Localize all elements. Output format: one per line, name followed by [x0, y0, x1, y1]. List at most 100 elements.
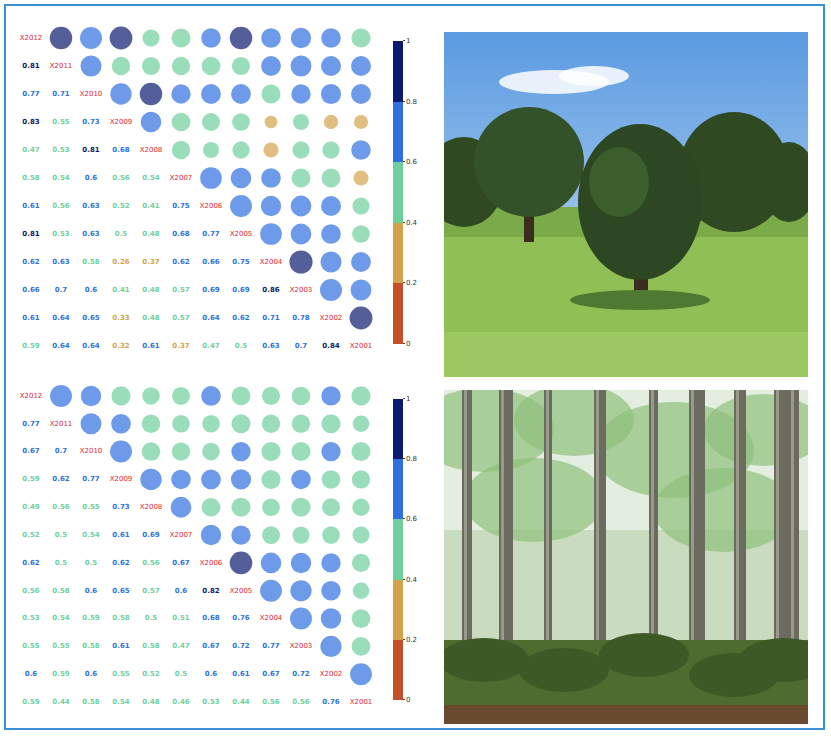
svg-text:X2008: X2008 — [140, 146, 163, 154]
svg-text:0.48: 0.48 — [142, 230, 159, 238]
svg-text:0.75: 0.75 — [232, 258, 249, 266]
svg-text:0.52: 0.52 — [142, 670, 159, 678]
svg-text:X2005: X2005 — [230, 587, 253, 595]
svg-text:X2012: X2012 — [20, 392, 43, 400]
svg-text:0.53: 0.53 — [52, 146, 69, 154]
svg-text:0.59: 0.59 — [22, 698, 39, 706]
svg-text:0.78: 0.78 — [292, 314, 309, 322]
svg-text:0.6: 0.6 — [85, 670, 98, 678]
svg-text:0.52: 0.52 — [112, 202, 129, 210]
svg-text:0.69: 0.69 — [232, 286, 249, 294]
svg-text:0.61: 0.61 — [232, 670, 249, 678]
svg-text:0.26: 0.26 — [112, 258, 129, 266]
svg-text:0.75: 0.75 — [172, 202, 189, 210]
svg-text:0.5: 0.5 — [55, 531, 68, 539]
svg-text:0.63: 0.63 — [82, 230, 99, 238]
svg-text:0.47: 0.47 — [22, 146, 39, 154]
svg-text:1: 1 — [406, 37, 410, 45]
svg-text:0.6: 0.6 — [406, 158, 418, 166]
svg-text:X2004: X2004 — [260, 258, 283, 266]
svg-text:0.68: 0.68 — [112, 146, 129, 154]
svg-text:0.53: 0.53 — [52, 230, 69, 238]
svg-text:0.64: 0.64 — [52, 342, 69, 350]
svg-text:0.83: 0.83 — [22, 118, 39, 126]
svg-text:0.53: 0.53 — [22, 614, 39, 622]
svg-text:0.59: 0.59 — [82, 614, 99, 622]
svg-text:0.84: 0.84 — [322, 342, 339, 350]
svg-text:0.5: 0.5 — [235, 342, 248, 350]
svg-text:0.65: 0.65 — [82, 314, 99, 322]
svg-text:0.32: 0.32 — [112, 342, 129, 350]
svg-text:0.54: 0.54 — [52, 174, 69, 182]
svg-text:0.61: 0.61 — [22, 202, 39, 210]
svg-text:0.63: 0.63 — [52, 258, 69, 266]
svg-text:0.62: 0.62 — [232, 314, 249, 322]
svg-text:0.58: 0.58 — [82, 642, 99, 650]
svg-text:0.54: 0.54 — [52, 614, 69, 622]
svg-text:0.47: 0.47 — [202, 342, 219, 350]
svg-text:X2005: X2005 — [230, 230, 253, 238]
svg-text:0.63: 0.63 — [262, 342, 279, 350]
svg-text:0.6: 0.6 — [406, 515, 418, 523]
svg-text:X2011: X2011 — [50, 420, 73, 428]
svg-text:0.58: 0.58 — [52, 587, 69, 595]
svg-text:X2009: X2009 — [110, 118, 133, 126]
svg-text:0.71: 0.71 — [52, 90, 69, 98]
svg-text:X2001: X2001 — [350, 342, 373, 350]
svg-text:0.59: 0.59 — [52, 670, 69, 678]
svg-text:0.67: 0.67 — [172, 559, 189, 567]
svg-text:0.72: 0.72 — [292, 670, 309, 678]
svg-text:0.81: 0.81 — [22, 230, 39, 238]
svg-text:0.77: 0.77 — [22, 420, 39, 428]
svg-text:0.71: 0.71 — [262, 314, 279, 322]
svg-text:X2006: X2006 — [200, 559, 223, 567]
svg-text:0.54: 0.54 — [82, 531, 99, 539]
svg-text:X2004: X2004 — [260, 614, 283, 622]
svg-text:0.5: 0.5 — [175, 670, 188, 678]
svg-text:0.5: 0.5 — [55, 559, 68, 567]
svg-text:0.5: 0.5 — [145, 614, 158, 622]
svg-text:X2006: X2006 — [200, 202, 223, 210]
svg-text:0.64: 0.64 — [52, 314, 69, 322]
svg-text:0.62: 0.62 — [172, 258, 189, 266]
svg-text:0.73: 0.73 — [112, 503, 129, 511]
svg-text:0.64: 0.64 — [202, 314, 219, 322]
svg-text:0.67: 0.67 — [202, 642, 219, 650]
svg-text:0.77: 0.77 — [262, 642, 279, 650]
svg-text:0.4: 0.4 — [406, 576, 418, 584]
svg-text:0.8: 0.8 — [406, 98, 417, 106]
svg-text:X2003: X2003 — [290, 286, 313, 294]
svg-text:0.82: 0.82 — [202, 587, 219, 595]
svg-text:0.56: 0.56 — [262, 698, 279, 706]
svg-text:0.61: 0.61 — [142, 342, 159, 350]
svg-text:X2002: X2002 — [320, 670, 343, 678]
svg-text:0.7: 0.7 — [55, 286, 68, 294]
svg-text:0.58: 0.58 — [22, 174, 39, 182]
svg-text:X2010: X2010 — [80, 447, 103, 455]
svg-text:0.6: 0.6 — [85, 587, 98, 595]
svg-text:0.81: 0.81 — [82, 146, 99, 154]
svg-text:0: 0 — [406, 696, 410, 704]
svg-text:0.56: 0.56 — [52, 202, 69, 210]
svg-text:0.57: 0.57 — [172, 314, 189, 322]
svg-text:0.55: 0.55 — [52, 118, 69, 126]
svg-text:0.62: 0.62 — [22, 559, 39, 567]
svg-text:0.48: 0.48 — [142, 698, 159, 706]
svg-text:0.69: 0.69 — [142, 531, 159, 539]
svg-text:0.49: 0.49 — [22, 503, 39, 511]
svg-text:0.37: 0.37 — [142, 258, 159, 266]
svg-text:0.62: 0.62 — [22, 258, 39, 266]
svg-text:0.77: 0.77 — [22, 90, 39, 98]
svg-text:0.55: 0.55 — [112, 670, 129, 678]
svg-text:0.65: 0.65 — [112, 587, 129, 595]
svg-text:1: 1 — [406, 395, 410, 403]
svg-text:0.6: 0.6 — [25, 670, 38, 678]
svg-text:0.77: 0.77 — [202, 230, 219, 238]
svg-text:X2011: X2011 — [50, 62, 73, 70]
svg-text:0.61: 0.61 — [22, 314, 39, 322]
svg-text:0.69: 0.69 — [202, 286, 219, 294]
svg-text:0.44: 0.44 — [52, 698, 69, 706]
svg-text:X2007: X2007 — [170, 174, 193, 182]
svg-text:0.72: 0.72 — [232, 642, 249, 650]
svg-text:0.8: 0.8 — [406, 455, 417, 463]
